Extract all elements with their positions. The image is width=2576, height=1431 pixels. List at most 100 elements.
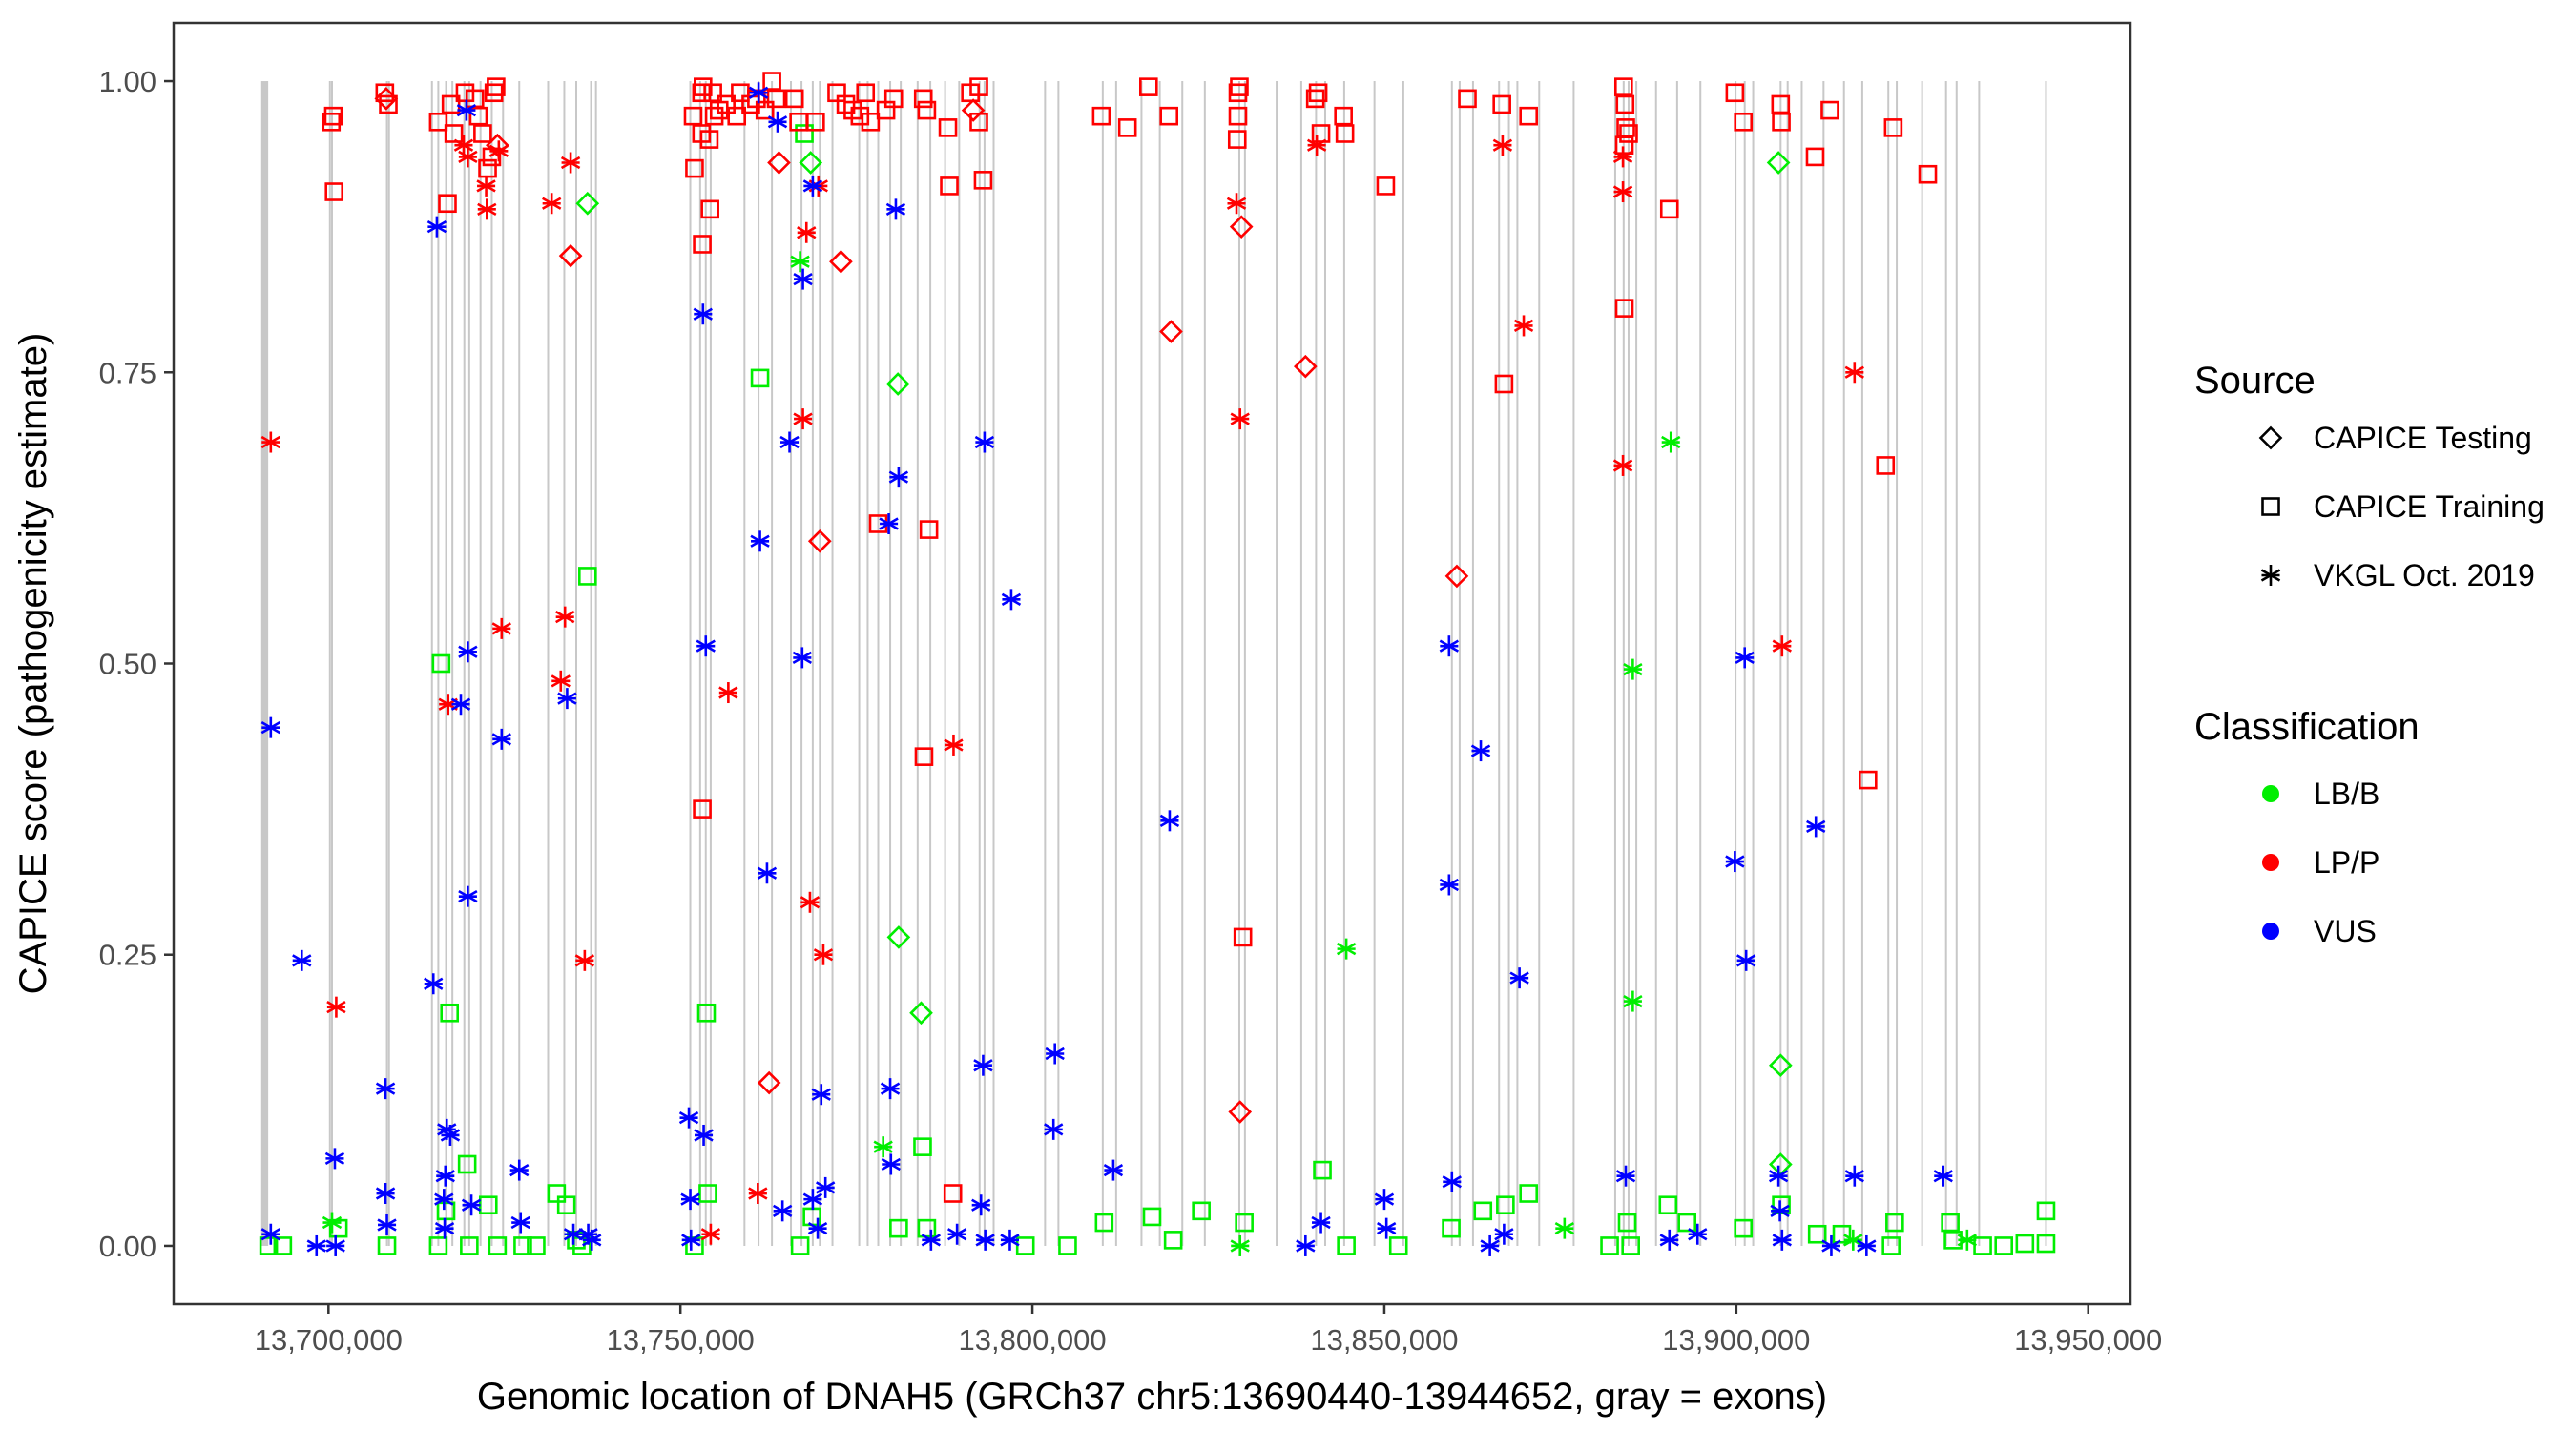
asterisk-marker (807, 1217, 828, 1239)
data-point (943, 1184, 963, 1203)
square-marker (861, 112, 881, 132)
data-point (1228, 83, 1248, 103)
data-point (547, 1184, 567, 1203)
asterisk-marker (306, 1234, 326, 1256)
diamond-marker (1229, 215, 1254, 238)
asterisk-marker (693, 303, 713, 325)
square-marker (1496, 1195, 1515, 1215)
square-marker (693, 799, 712, 819)
data-point (1612, 454, 1633, 476)
asterisk-marker (1612, 146, 1633, 168)
data-point (1617, 1213, 1637, 1233)
asterisk-marker (325, 1234, 345, 1256)
asterisk-marker (458, 146, 478, 168)
square-marker (547, 1184, 567, 1203)
asterisk-marker (375, 1183, 396, 1205)
data-point (324, 1148, 345, 1170)
asterisk-marker (557, 688, 577, 710)
asterisk-marker (1045, 1043, 1065, 1065)
square-marker (766, 89, 786, 109)
data-point (718, 682, 738, 704)
data-point (1600, 1236, 1619, 1255)
asterisk-marker (700, 1223, 721, 1245)
asterisk-marker (757, 862, 778, 884)
data-point (750, 368, 770, 388)
legend-key-square-icon (2261, 497, 2280, 516)
asterisk-marker (491, 728, 511, 750)
diamond-marker (575, 191, 600, 216)
data-point (678, 1107, 699, 1129)
data-point (913, 89, 933, 109)
data-point (692, 83, 712, 103)
data-point (1492, 135, 1513, 156)
square-marker (1614, 299, 1634, 318)
y-axis: 0.00 0.25 0.50 0.75 1.00 (99, 65, 174, 1263)
asterisk-marker (1374, 1189, 1395, 1211)
asterisk-marker (793, 408, 813, 430)
square-marker (700, 199, 719, 219)
asterisk-marker (1661, 431, 1681, 453)
data-point (1226, 193, 1247, 215)
data-point (551, 670, 571, 692)
data-point (1000, 1229, 1020, 1251)
data-point (322, 112, 342, 132)
data-point (1374, 1189, 1395, 1211)
asterisk-marker (1735, 647, 1755, 669)
asterisk-marker (1770, 1200, 1790, 1222)
asterisk-marker (477, 198, 497, 220)
square-marker (1235, 1213, 1254, 1233)
data-point (685, 158, 704, 178)
data-point (1334, 106, 1353, 126)
data-point (885, 372, 910, 396)
square-marker (431, 653, 451, 674)
data-point (1473, 1201, 1493, 1221)
asterisk-marker (582, 1229, 602, 1251)
asterisk-marker (748, 82, 769, 104)
square-marker (889, 1218, 908, 1238)
data-point (681, 1229, 701, 1251)
data-point (1771, 94, 1791, 114)
asterisk-marker (324, 1148, 345, 1170)
data-point (556, 1195, 576, 1215)
data-point (428, 1236, 448, 1255)
square-marker (692, 83, 712, 103)
data-point (292, 949, 312, 971)
asterisk-marker (426, 216, 447, 238)
asterisk-marker (574, 949, 595, 971)
legend-label-lbb: LB/B (2314, 777, 2379, 811)
data-point (1619, 124, 1638, 143)
square-marker (1619, 124, 1638, 143)
asterisk-marker (694, 1124, 714, 1146)
data-point (792, 647, 813, 669)
data-point (861, 112, 881, 132)
data-point (1883, 118, 1903, 137)
data-point (969, 112, 988, 132)
x-tick-label: 13,900,000 (1662, 1323, 1810, 1357)
data-point (1058, 1236, 1077, 1255)
asterisk-marker (1736, 949, 1756, 971)
asterisk-marker (797, 221, 817, 243)
square-marker (717, 94, 736, 114)
square-marker (1091, 106, 1111, 126)
asterisk-marker (1230, 408, 1250, 430)
data-point (802, 175, 823, 197)
asterisk-marker (1659, 1229, 1679, 1251)
square-marker (914, 747, 934, 766)
data-point (1311, 1212, 1331, 1234)
data-point (1103, 1159, 1124, 1181)
asterisk-marker (1159, 810, 1180, 832)
data-point (491, 728, 511, 750)
square-marker (683, 106, 703, 126)
square-marker (1725, 83, 1745, 103)
data-point (1159, 106, 1179, 126)
asterisk-marker (696, 635, 716, 657)
asterisk-marker (476, 175, 496, 197)
data-point (1442, 1171, 1462, 1192)
data-point (1941, 1213, 1960, 1233)
data-point (1139, 77, 1158, 96)
asterisk-marker (1688, 1223, 1708, 1245)
data-point (558, 243, 583, 268)
asterisk-marker (1933, 1165, 1953, 1187)
square-marker (1772, 112, 1791, 132)
data-point (767, 151, 791, 175)
